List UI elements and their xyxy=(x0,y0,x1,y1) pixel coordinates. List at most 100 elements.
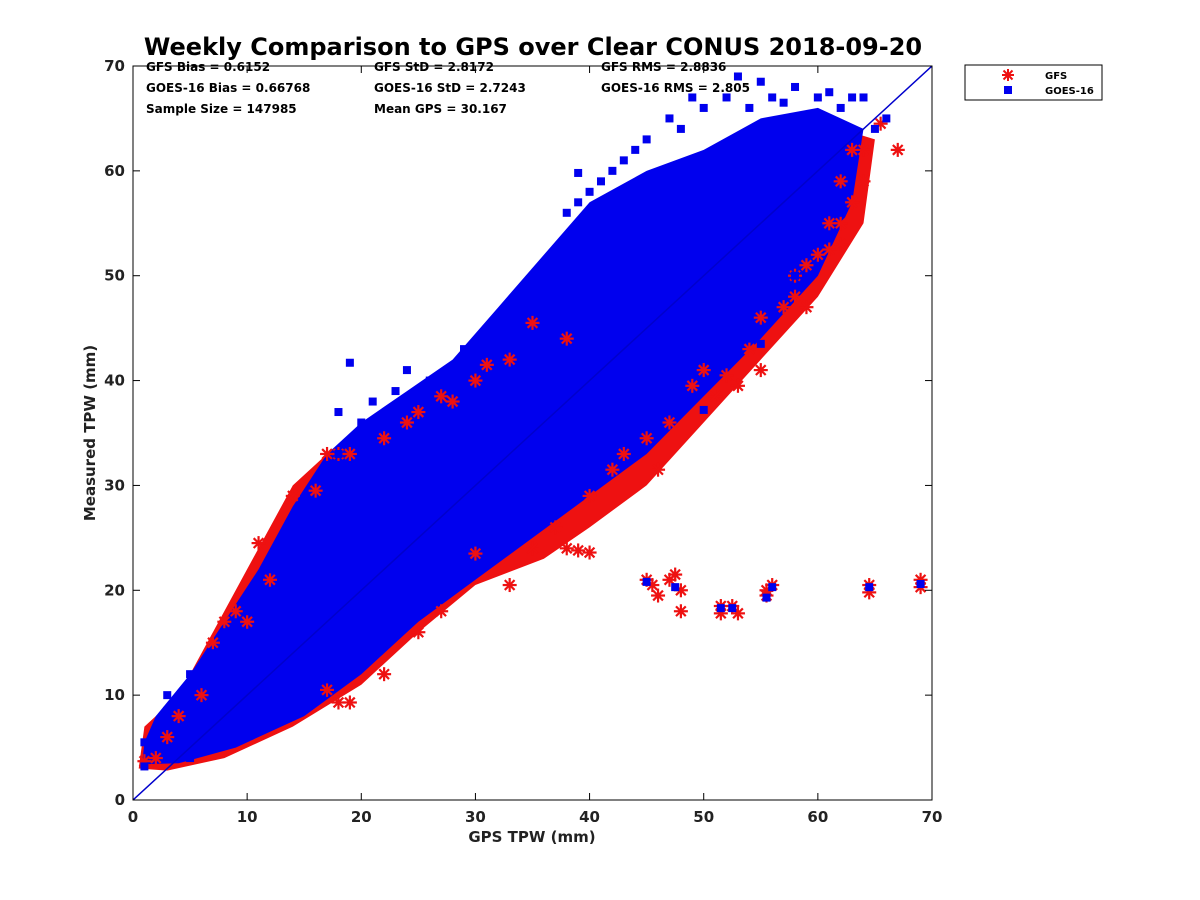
goes16-point xyxy=(762,593,771,602)
goes16-point xyxy=(756,77,765,86)
goes16-point xyxy=(768,166,777,175)
gfs-point xyxy=(833,237,848,252)
goes16-point xyxy=(425,376,434,385)
goes16-point xyxy=(745,103,754,112)
goes16-point xyxy=(722,355,731,364)
x-tick-label: 10 xyxy=(237,808,258,826)
gfs-point xyxy=(685,378,700,393)
gfs-point xyxy=(525,315,540,330)
goes16-point xyxy=(813,229,822,238)
goes16-point xyxy=(357,418,366,427)
gfs-point xyxy=(434,389,449,404)
gfs-point xyxy=(342,695,357,710)
gfs-point xyxy=(468,546,483,561)
goes16-point xyxy=(163,706,172,715)
goes16-point xyxy=(756,339,765,348)
goes16-point xyxy=(745,334,754,343)
x-tick-label: 60 xyxy=(807,808,828,826)
goes16-point xyxy=(517,297,526,306)
legend-label-goes16: GOES-16 xyxy=(1045,86,1094,97)
goes16-point xyxy=(311,512,320,521)
goes16-point xyxy=(163,691,172,700)
goes16-point xyxy=(437,554,446,563)
goes16-point xyxy=(728,604,737,613)
gfs-point xyxy=(308,483,323,498)
stat-gfs-bias: GFS Bias = 0.6152 xyxy=(146,60,270,74)
gfs-point xyxy=(890,142,905,157)
goes16-point xyxy=(494,334,503,343)
goes16-point xyxy=(471,533,480,542)
y-axis-label: Measured TPW (mm) xyxy=(81,345,99,521)
gfs-point xyxy=(582,488,597,503)
gfs-point xyxy=(377,667,392,682)
gfs-point xyxy=(251,536,266,551)
gfs-point xyxy=(559,331,574,346)
goes16-point xyxy=(642,577,651,586)
goes16-point xyxy=(574,449,583,458)
gfs-point xyxy=(668,567,683,582)
plot-frame xyxy=(132,65,933,801)
goes16-point xyxy=(186,670,195,679)
goes16-point xyxy=(140,762,149,771)
goes16-point xyxy=(699,193,708,202)
x-axis: 0 10 20 30 40 50 60 70 xyxy=(128,66,942,826)
gfs-point xyxy=(742,342,757,357)
goes16-point xyxy=(186,754,195,763)
stat-goes16-std: GOES-16 StD = 2.7243 xyxy=(374,81,526,95)
goes16-point xyxy=(768,303,777,312)
goes16-point xyxy=(323,481,332,490)
chart-title: Weekly Comparison to GPS over Clear CONU… xyxy=(144,33,922,61)
stat-gfs-std: GFS StD = 2.8172 xyxy=(374,60,494,74)
goes16-point xyxy=(402,366,411,375)
x-axis-label: GPS TPW (mm) xyxy=(468,828,595,846)
goes16-point xyxy=(813,135,822,144)
goes16-point xyxy=(277,706,286,715)
goes16-point xyxy=(791,82,800,91)
goes16-point xyxy=(882,114,891,123)
goes16-point xyxy=(768,93,777,102)
goes16-point xyxy=(391,387,400,396)
goes16-point xyxy=(551,470,560,479)
x-tick-label: 50 xyxy=(693,808,714,826)
goes16-point xyxy=(699,405,708,414)
legend-gfs-asterisk-icon xyxy=(1002,69,1014,81)
goes16-series xyxy=(140,72,925,771)
goes16-point xyxy=(642,376,651,385)
y-tick-label: 60 xyxy=(104,162,125,180)
y-tick-label: 70 xyxy=(104,57,125,75)
goes16-point xyxy=(288,533,297,542)
goes16-point xyxy=(448,565,457,574)
gfs-point xyxy=(651,462,666,477)
gfs-point xyxy=(776,300,791,315)
goes16-point xyxy=(665,114,674,123)
goes16-point xyxy=(220,628,229,637)
gfs-point xyxy=(205,635,220,650)
goes16-point xyxy=(585,229,594,238)
goes16-point xyxy=(716,604,725,613)
gfs-point xyxy=(559,541,574,556)
goes16-point xyxy=(631,145,640,154)
gfs-point xyxy=(548,520,563,535)
goes16-point xyxy=(848,93,857,102)
gfs-point xyxy=(662,415,677,430)
goes16-point xyxy=(870,124,879,133)
gfs-point xyxy=(788,289,803,304)
gfs-point xyxy=(320,682,335,697)
goes16-point xyxy=(733,72,742,81)
gfs-point xyxy=(799,300,814,315)
gfs-point xyxy=(194,688,209,703)
goes16-point xyxy=(745,187,754,196)
goes16-point xyxy=(642,135,651,144)
goes16-point xyxy=(619,397,628,406)
goes16-point xyxy=(208,733,217,742)
gfs-point xyxy=(571,543,586,558)
stat-goes16-bias: GOES-16 Bias = 0.66768 xyxy=(146,81,310,95)
gfs-point xyxy=(228,604,243,619)
gfs-point xyxy=(753,363,768,378)
legend-goes16-square-icon xyxy=(1004,86,1012,94)
goes16-point xyxy=(671,583,680,592)
goes16-point xyxy=(596,219,605,228)
goes16-point xyxy=(562,208,571,217)
gfs-point xyxy=(856,174,871,189)
